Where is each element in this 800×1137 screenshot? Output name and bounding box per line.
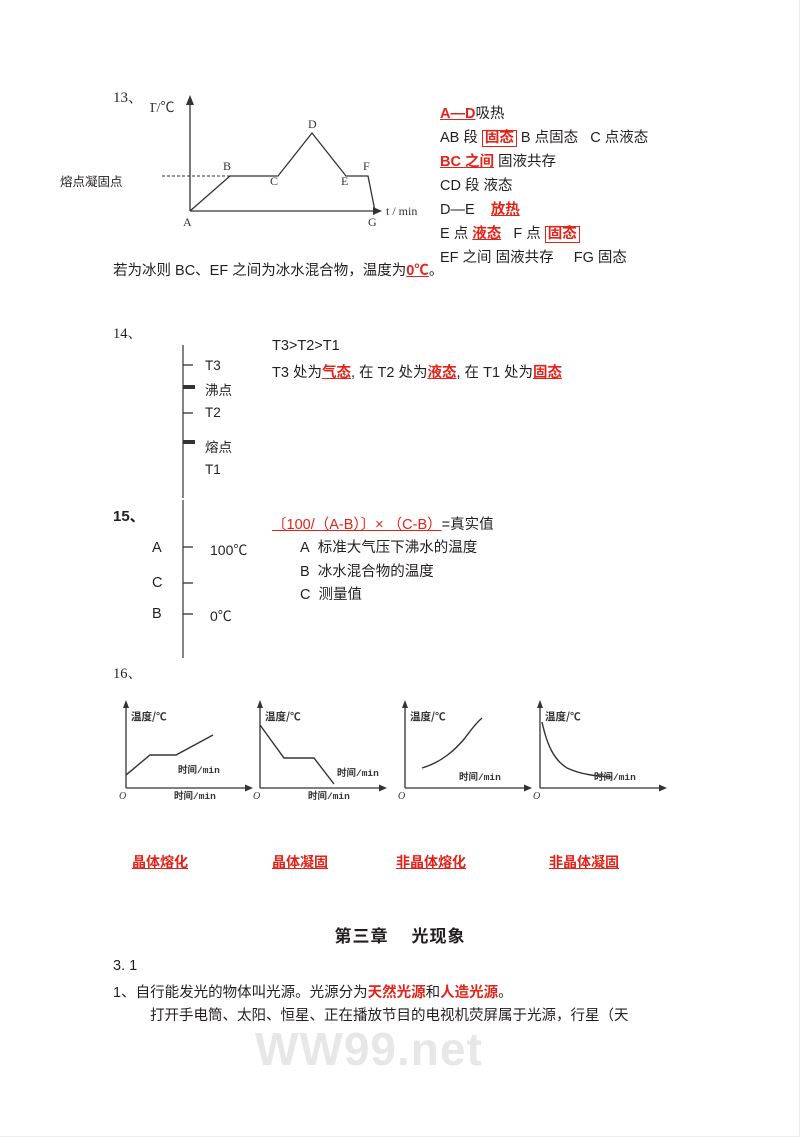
- svg-text:温度/℃: 温度/℃: [265, 709, 301, 724]
- svg-text:O: O: [533, 791, 540, 800]
- svg-text:时间/min: 时间/min: [337, 767, 379, 779]
- svg-text:A: A: [183, 215, 192, 228]
- svg-text:t / min: t / min: [386, 204, 417, 218]
- svg-text:时间/min: 时间/min: [459, 771, 501, 783]
- svg-text:O: O: [119, 791, 126, 800]
- svg-text:O: O: [253, 791, 260, 800]
- svg-text:时间/min: 时间/min: [174, 790, 216, 800]
- svg-text:G: G: [368, 215, 377, 228]
- svg-text:温度/℃: 温度/℃: [545, 709, 581, 724]
- svg-text:时间/min: 时间/min: [308, 790, 350, 800]
- svg-text:时间/min: 时间/min: [594, 771, 636, 783]
- svg-text:温度/℃: 温度/℃: [131, 709, 167, 724]
- svg-text:E: E: [341, 174, 348, 188]
- svg-text:O: O: [398, 791, 405, 800]
- svg-text:时间/min: 时间/min: [178, 764, 220, 776]
- svg-text:B: B: [223, 159, 231, 173]
- svg-text:F: F: [363, 159, 370, 173]
- svg-text:温度/℃: 温度/℃: [410, 709, 446, 724]
- svg-text:D: D: [308, 117, 317, 131]
- svg-text:T/℃: T/℃: [150, 101, 174, 116]
- svg-text:C: C: [270, 174, 278, 188]
